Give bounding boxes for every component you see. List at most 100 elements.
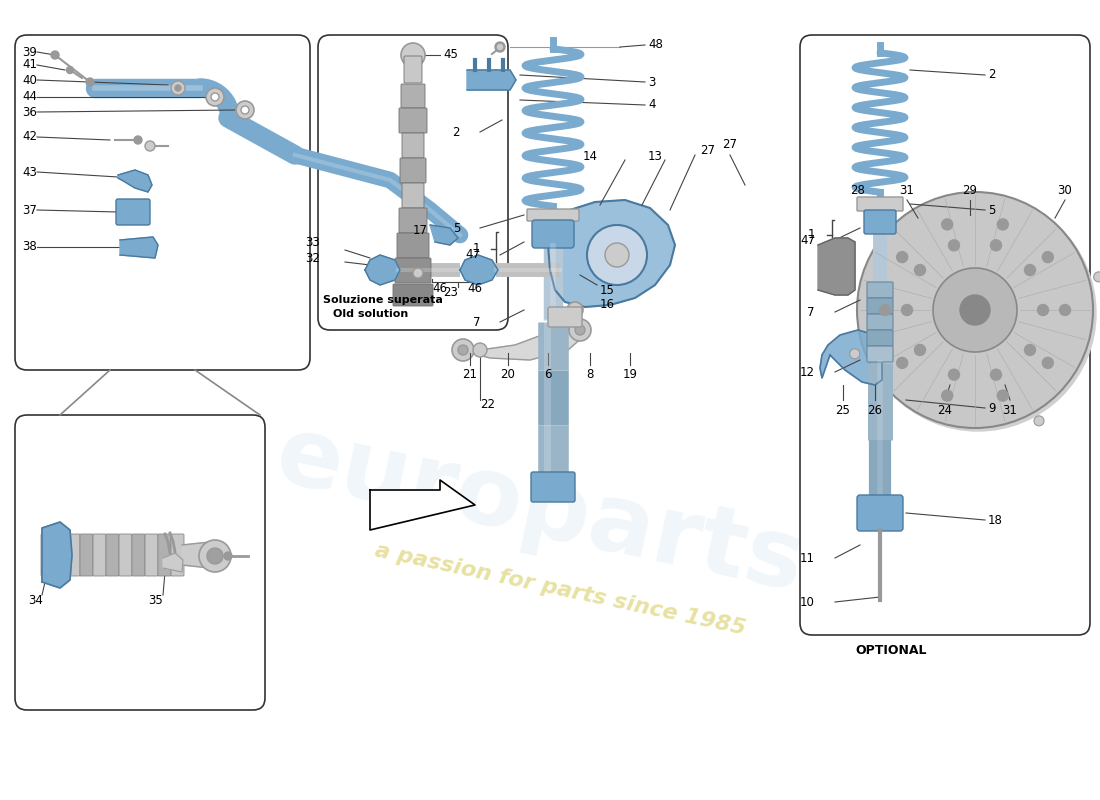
Text: 7: 7 <box>807 306 815 318</box>
Text: 36: 36 <box>22 106 37 118</box>
Circle shape <box>849 349 860 358</box>
Circle shape <box>207 548 223 564</box>
Text: 30: 30 <box>1057 183 1072 197</box>
FancyBboxPatch shape <box>867 298 893 314</box>
Circle shape <box>1024 345 1035 355</box>
Circle shape <box>458 345 468 355</box>
Circle shape <box>569 319 591 341</box>
FancyBboxPatch shape <box>857 495 903 531</box>
Circle shape <box>497 45 503 50</box>
Text: 18: 18 <box>988 514 1003 526</box>
Circle shape <box>902 305 913 315</box>
Text: 41: 41 <box>22 58 37 71</box>
Circle shape <box>241 106 249 114</box>
Circle shape <box>880 305 891 315</box>
Circle shape <box>566 302 583 318</box>
Circle shape <box>1037 305 1048 315</box>
Circle shape <box>452 339 474 361</box>
Text: 22: 22 <box>480 398 495 411</box>
FancyBboxPatch shape <box>867 330 893 346</box>
FancyBboxPatch shape <box>867 346 893 362</box>
FancyBboxPatch shape <box>527 209 579 221</box>
Circle shape <box>1043 358 1054 369</box>
FancyBboxPatch shape <box>867 282 893 298</box>
Text: 23: 23 <box>443 286 459 299</box>
FancyBboxPatch shape <box>399 108 427 133</box>
FancyBboxPatch shape <box>404 56 422 83</box>
Polygon shape <box>548 200 675 307</box>
Circle shape <box>860 195 1096 431</box>
FancyBboxPatch shape <box>400 158 426 183</box>
FancyBboxPatch shape <box>41 534 54 576</box>
FancyBboxPatch shape <box>80 534 94 576</box>
Text: 42: 42 <box>22 130 37 143</box>
Text: 27: 27 <box>700 143 715 157</box>
Polygon shape <box>468 70 516 90</box>
Polygon shape <box>365 255 400 285</box>
Text: 45: 45 <box>443 49 458 62</box>
Text: 5: 5 <box>452 222 460 234</box>
Circle shape <box>86 78 94 86</box>
FancyBboxPatch shape <box>402 183 424 208</box>
Text: europarts: europarts <box>267 409 813 611</box>
Text: 28: 28 <box>850 183 866 197</box>
Text: 2: 2 <box>988 69 996 82</box>
Text: 44: 44 <box>22 90 37 103</box>
Text: 26: 26 <box>868 403 882 417</box>
Text: 14: 14 <box>583 150 597 163</box>
Circle shape <box>1093 272 1100 282</box>
Circle shape <box>412 268 424 278</box>
FancyBboxPatch shape <box>402 84 425 108</box>
Polygon shape <box>820 330 882 385</box>
Circle shape <box>51 51 59 59</box>
FancyBboxPatch shape <box>393 284 433 306</box>
Text: 32: 32 <box>305 251 320 265</box>
Text: 6: 6 <box>544 369 552 382</box>
Text: 31: 31 <box>1002 403 1018 417</box>
FancyBboxPatch shape <box>106 534 119 576</box>
Circle shape <box>199 540 231 572</box>
Text: 48: 48 <box>648 38 663 51</box>
FancyBboxPatch shape <box>399 208 427 233</box>
Text: 40: 40 <box>22 74 37 86</box>
FancyBboxPatch shape <box>532 220 574 248</box>
Polygon shape <box>182 542 216 568</box>
Circle shape <box>495 42 505 52</box>
Text: 1: 1 <box>473 242 480 255</box>
Circle shape <box>66 66 74 74</box>
Polygon shape <box>163 553 183 572</box>
Polygon shape <box>430 225 458 245</box>
FancyBboxPatch shape <box>132 534 145 576</box>
Text: 7: 7 <box>473 315 480 329</box>
Text: 39: 39 <box>22 46 37 58</box>
Circle shape <box>1059 305 1070 315</box>
Text: 43: 43 <box>22 166 37 178</box>
Circle shape <box>896 358 907 369</box>
Polygon shape <box>455 325 585 360</box>
Text: 37: 37 <box>22 203 37 217</box>
Polygon shape <box>818 238 855 295</box>
Text: a passion for parts since 1985: a passion for parts since 1985 <box>373 541 747 639</box>
Text: 33: 33 <box>306 235 320 249</box>
Polygon shape <box>118 170 152 192</box>
FancyBboxPatch shape <box>158 534 170 576</box>
Circle shape <box>473 343 487 357</box>
Text: 13: 13 <box>648 150 662 163</box>
Text: 4: 4 <box>648 98 656 111</box>
FancyBboxPatch shape <box>94 534 106 576</box>
FancyBboxPatch shape <box>402 133 424 158</box>
Text: 5: 5 <box>988 203 996 217</box>
Polygon shape <box>370 480 475 530</box>
Circle shape <box>170 81 185 95</box>
Text: Old solution: Old solution <box>333 309 408 319</box>
Text: 15: 15 <box>600 283 615 297</box>
Text: 1: 1 <box>807 229 815 242</box>
Circle shape <box>236 101 254 119</box>
Circle shape <box>948 240 959 251</box>
Circle shape <box>211 93 219 101</box>
FancyBboxPatch shape <box>119 534 132 576</box>
Text: 27: 27 <box>723 138 737 151</box>
Text: 34: 34 <box>28 594 43 606</box>
Circle shape <box>1043 251 1054 262</box>
Circle shape <box>587 225 647 285</box>
